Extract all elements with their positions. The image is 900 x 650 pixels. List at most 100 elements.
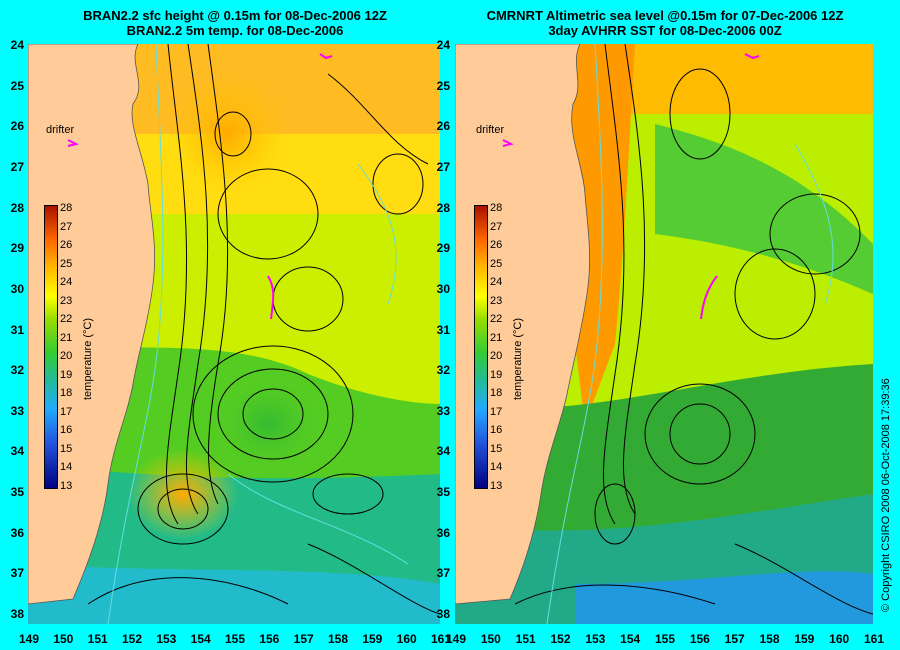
sst-warm-core <box>168 74 288 194</box>
x-tick-label: 156 <box>259 632 280 646</box>
colorbar-tick-label: 16 <box>490 424 503 437</box>
x-tick-label: 153 <box>156 632 177 646</box>
drifter-tracks-left <box>67 53 333 320</box>
colorbar-tick-label: 18 <box>490 387 503 400</box>
x-tick-label: 149 <box>19 632 40 646</box>
isobath-right <box>546 44 834 624</box>
left-colorbar-title: temperature (°C) <box>82 317 94 400</box>
y-tick-label: 32 <box>436 363 450 378</box>
x-tick-label: 152 <box>550 632 571 646</box>
x-tick-label: 160 <box>829 632 850 646</box>
colorbar-tick-label: 19 <box>60 368 73 381</box>
y-tick-label: 24 <box>436 38 450 52</box>
y-tick-label: 30 <box>436 281 450 296</box>
x-tick-label: 160 <box>396 632 417 646</box>
colorbar-tick-label: 16 <box>60 424 73 437</box>
colorbar-tick-label: 23 <box>490 294 503 307</box>
y-tick-label: 26 <box>436 119 450 134</box>
sst-cool-south <box>28 564 440 624</box>
y-tick-label: 26 <box>10 119 24 134</box>
colorbar-tick-label: 17 <box>490 405 503 418</box>
y-tick-label: 31 <box>436 322 450 337</box>
colorbar-tick-label: 15 <box>490 442 503 455</box>
y-tick-label: 27 <box>10 159 24 174</box>
colorbar-tick-label: 25 <box>60 257 73 270</box>
colorbar-tick-label: 24 <box>490 276 503 289</box>
x-tick-label: 159 <box>362 632 383 646</box>
left-drifter-label: drifter <box>46 124 75 136</box>
x-tick-label: 150 <box>53 632 74 646</box>
right-colorbar-title: temperature (°C) <box>512 317 524 400</box>
x-tick-label: 157 <box>724 632 745 646</box>
y-tick-label: 34 <box>10 444 24 459</box>
colorbar-tick-label: 23 <box>60 294 73 307</box>
colorbar-tick-label: 21 <box>490 331 503 344</box>
y-tick-label: 24 <box>10 38 24 52</box>
land-mask-left <box>28 44 155 605</box>
y-tick-label: 35 <box>10 485 24 500</box>
right-map-title: CMRNRT Altimetric sea level @0.15m for 0… <box>455 8 875 38</box>
y-tick-label: 32 <box>10 363 24 378</box>
x-tick-label: 161 <box>864 632 885 646</box>
colorbar-tick-label: 17 <box>60 405 73 418</box>
x-tick-label: 151 <box>515 632 536 646</box>
right-title-line1: CMRNRT Altimetric sea level @0.15m for 0… <box>486 8 844 23</box>
y-tick-label: 36 <box>10 525 24 540</box>
colorbar-tick-label: 24 <box>60 276 73 289</box>
land-mask-right <box>455 44 590 605</box>
colorbar-tick-label: 26 <box>490 239 503 252</box>
y-tick-label: 31 <box>10 322 24 337</box>
ssh-contours-left <box>87 44 440 615</box>
left-map-title: BRAN2.2 sfc height @ 0.15m for 08-Dec-20… <box>30 8 440 38</box>
y-tick-label: 38 <box>10 607 24 621</box>
copyright-text: © Copyright CSIRO 2008 06-Oct-2008 17:39… <box>880 378 892 612</box>
y-tick-label: 29 <box>10 241 24 256</box>
colorbar-tick-label: 28 <box>490 202 503 214</box>
x-tick-label: 155 <box>225 632 246 646</box>
isobath-left <box>107 44 409 624</box>
left-title-line1: BRAN2.2 sfc height @ 0.15m for 08-Dec-20… <box>83 8 387 23</box>
right-drifter-label: drifter <box>476 124 505 136</box>
colorbar-tick-label: 21 <box>60 331 73 344</box>
colorbar-tick-label: 22 <box>490 313 503 326</box>
x-tick-label: 153 <box>585 632 606 646</box>
y-tick-label: 28 <box>10 200 24 215</box>
colorbar-tick-label: 27 <box>60 220 73 233</box>
colorbar-tick-label: 13 <box>60 480 73 492</box>
left-map <box>28 44 440 624</box>
left-colorbar <box>44 205 58 489</box>
y-tick-label: 36 <box>436 525 450 540</box>
colorbar-tick-label: 26 <box>60 239 73 252</box>
y-tick-label: 37 <box>436 566 450 581</box>
sst-warm-eddy <box>128 449 238 539</box>
colorbar-tick-label: 20 <box>490 350 503 363</box>
right-title-line2: 3day AVHRR SST for 08-Dec-2006 00Z <box>548 23 782 38</box>
colorbar-tick-label: 18 <box>60 387 73 400</box>
sst-current-core <box>565 44 635 424</box>
y-tick-label: 25 <box>10 78 24 93</box>
x-tick-label: 150 <box>480 632 501 646</box>
x-tick-label: 159 <box>794 632 815 646</box>
y-tick-label: 29 <box>436 241 450 256</box>
y-tick-label: 27 <box>436 159 450 174</box>
colorbar-tick-label: 19 <box>490 368 503 381</box>
x-tick-label: 154 <box>190 632 211 646</box>
drifter-tracks-right <box>502 53 760 320</box>
right-colorbar <box>474 205 488 489</box>
right-map <box>455 44 873 624</box>
y-tick-label: 38 <box>436 607 450 621</box>
x-tick-label: 154 <box>620 632 641 646</box>
sst-cool-south <box>575 571 873 624</box>
x-tick-label: 149 <box>446 632 467 646</box>
colorbar-tick-label: 14 <box>60 461 73 474</box>
y-tick-label: 25 <box>436 78 450 93</box>
x-tick-label: 158 <box>759 632 780 646</box>
y-tick-label: 28 <box>436 200 450 215</box>
y-tick-label: 34 <box>436 444 450 459</box>
colorbar-tick-label: 27 <box>490 220 503 233</box>
x-tick-label: 152 <box>122 632 143 646</box>
y-tick-label: 35 <box>436 485 450 500</box>
ssh-contours-right <box>514 44 873 615</box>
x-tick-label: 158 <box>328 632 349 646</box>
y-tick-label: 37 <box>10 566 24 581</box>
